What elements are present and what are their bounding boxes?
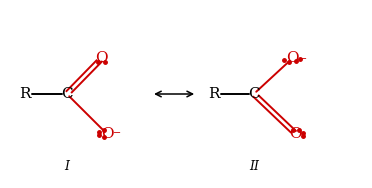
Text: $-$: $-$ bbox=[112, 126, 121, 136]
Text: II: II bbox=[249, 161, 259, 174]
Text: R: R bbox=[208, 87, 219, 101]
Text: O: O bbox=[286, 52, 299, 65]
Text: R: R bbox=[19, 87, 31, 101]
Text: O: O bbox=[290, 127, 302, 141]
Text: C: C bbox=[248, 87, 260, 101]
Text: I: I bbox=[64, 161, 70, 174]
Text: $-$: $-$ bbox=[298, 52, 307, 62]
Text: C: C bbox=[61, 87, 73, 101]
Text: O: O bbox=[101, 127, 113, 141]
Text: O: O bbox=[95, 52, 108, 65]
